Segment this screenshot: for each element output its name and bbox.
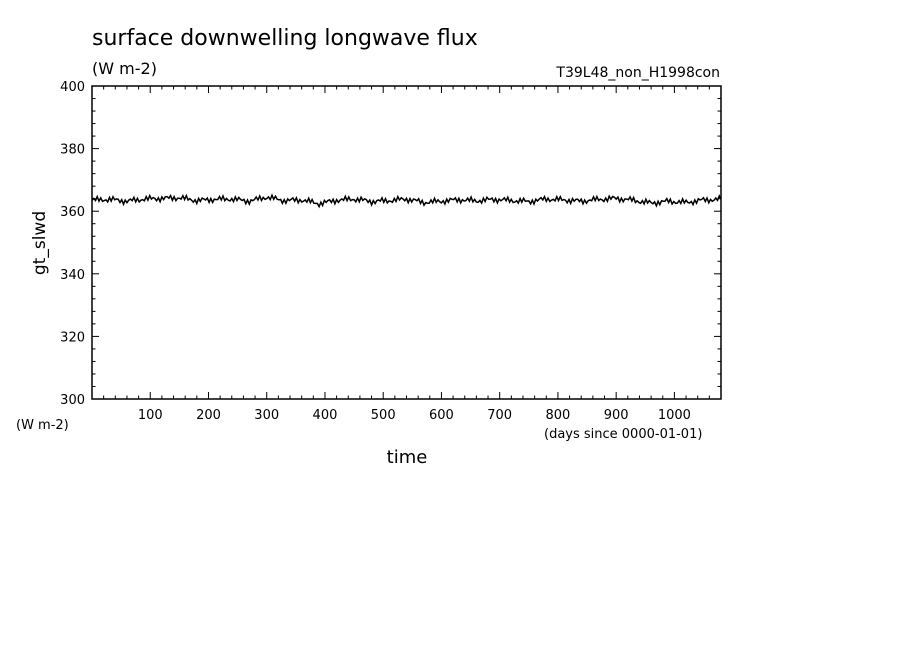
x-tick-label: 1000 [658, 408, 691, 423]
chart-title: surface downwelling longwave flux [92, 26, 478, 51]
x-tick-label: 200 [196, 408, 221, 423]
x-tick-label: 800 [546, 408, 571, 423]
x-tick-label: 300 [254, 408, 279, 423]
y-tick-label: 340 [60, 268, 85, 283]
y-axis-units: (W m-2) [16, 418, 69, 433]
y-tick-label: 400 [60, 80, 85, 95]
series-layer [91, 193, 722, 209]
x-axis-label: time [387, 447, 428, 468]
y-axis-ticks: 300 320 340 360 380 400 [60, 80, 721, 408]
x-tick-label: 100 [138, 408, 163, 423]
x-tick-label: 500 [371, 408, 396, 423]
experiment-label: T39L48_non_H1998con [555, 65, 720, 81]
x-tick-label: 400 [313, 408, 338, 423]
x-tick-label: 900 [604, 408, 629, 423]
x-axis-units: (days since 0000-01-01) [544, 427, 702, 442]
y-tick-label: 300 [60, 393, 85, 408]
series-line [91, 193, 722, 209]
x-axis-ticks: 100 200 300 400 500 600 700 800 900 1000 [103, 86, 710, 423]
y-tick-label: 380 [60, 143, 85, 158]
y-axis-label: gt_slwd [30, 211, 50, 275]
plot-frame [91, 85, 722, 400]
y-tick-label: 320 [60, 330, 85, 345]
y-tick-label: 360 [60, 205, 85, 220]
x-tick-label: 600 [429, 408, 454, 423]
x-tick-label: 700 [487, 408, 512, 423]
chart-units: (W m-2) [92, 59, 157, 78]
